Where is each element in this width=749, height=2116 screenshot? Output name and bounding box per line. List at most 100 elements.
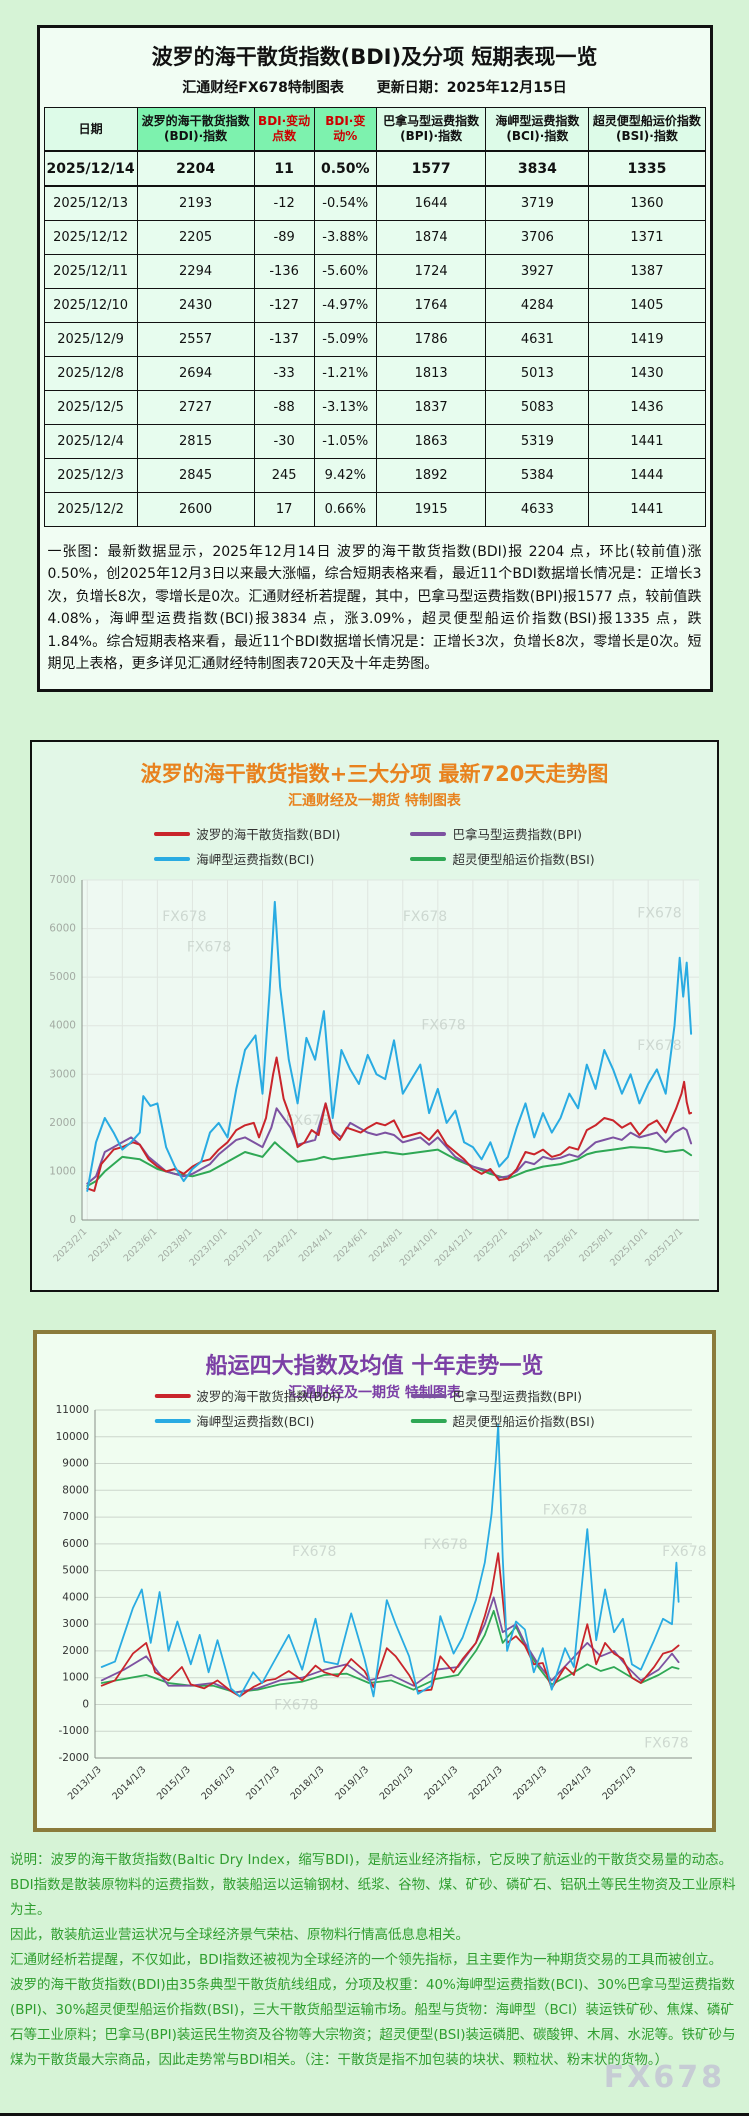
table-cell: -137: [253, 322, 315, 357]
column-header: BDI·变动%: [313, 107, 377, 152]
table-cell: 3927: [485, 254, 590, 289]
table-cell: 2025/12/9: [43, 322, 138, 357]
table-cell: -30: [253, 424, 315, 459]
svg-text:5000: 5000: [62, 1565, 89, 1577]
footer-line: 说明：波罗的海干散货指数(Baltic Dry Index，缩写BDI)，是航运…: [10, 1852, 733, 1869]
legend-line-icon: [154, 856, 191, 861]
x-tick-label: 2025/4/1: [507, 1227, 545, 1265]
table-row: 2025/12/2 2600 17 0.66% 1915 4633 1441: [43, 492, 706, 527]
svg-text:3000: 3000: [49, 1069, 76, 1081]
column-header: 海岬型运费指数(BCI)·指数: [485, 107, 590, 152]
x-tick-label: 2023/12/1: [222, 1227, 264, 1269]
table-cell: 0.50%: [313, 150, 377, 187]
footer-line: BDI指数是散装原物料的运费指数，散装船运以运输钢材、纸浆、谷物、煤、矿砂、磷矿…: [10, 1877, 736, 1919]
table-cell: 1813: [375, 356, 487, 391]
x-tick-label: 2025/2/1: [472, 1227, 510, 1265]
fx678-watermark: FX678: [603, 2059, 725, 2095]
table-cell: 9.42%: [313, 458, 377, 493]
chart-watermark: FX678: [637, 906, 681, 922]
short-term-panel: 波罗的海干散货指数(BDI)及分项 短期表现一览 汇通财经FX678特制图表 更…: [36, 25, 713, 693]
table-row: 2025/12/13 2193 -12 -0.54% 1644 3719 1360: [43, 185, 706, 221]
footer-line: 因此，散装航运业营运状况与全球经济景气荣枯、原物料行情高低息息相关。: [10, 1927, 469, 1944]
table-cell: 11: [253, 150, 315, 187]
page-subtitle: 汇通财经FX678特制图表 更新日期：2025年12月15日: [40, 75, 710, 107]
svg-text:4000: 4000: [62, 1592, 89, 1604]
x-tick-label: 2025/12/1: [643, 1227, 685, 1269]
legend-line-icon: [410, 1393, 447, 1398]
table-cell: 2727: [136, 390, 255, 425]
x-tick-label: 2024/1/3: [556, 1765, 594, 1803]
x-tick-label: 2023/2/1: [51, 1227, 89, 1265]
column-header: 超灵便型船运价指数(BSI)·指数: [588, 107, 706, 152]
page-title: 波罗的海干散货指数(BDI)及分项 短期表现一览: [151, 45, 598, 69]
svg-text:-1000: -1000: [58, 1726, 89, 1738]
svg-text:1000: 1000: [62, 1672, 89, 1684]
chart-720d: 0 1000 2000 3000 4000 5000 6000 7000 2023/2/1 202…: [32, 870, 717, 1286]
chart-watermark: FX678: [274, 1698, 318, 1714]
table-cell: 3834: [485, 150, 590, 187]
table-cell: -1.05%: [313, 424, 377, 459]
table-cell: -3.88%: [313, 220, 377, 255]
table-cell: -3.13%: [313, 390, 377, 425]
table-cell: 3719: [485, 185, 590, 221]
chart-watermark: FX678: [187, 940, 231, 956]
table-cell: 2025/12/14: [43, 150, 138, 187]
column-header: 巴拿马型运费指数(BPI)·指数: [375, 107, 487, 152]
x-tick-label: 2020/1/3: [378, 1765, 416, 1803]
chart-720d-panel: 波罗的海干散货指数+三大分项 最新720天走势图 汇通财经及一期货 特制图表 波…: [30, 740, 719, 1293]
chart-10y-title: 船运四大指数及均值 十年走势一览: [205, 1354, 544, 1380]
series-line: [86, 1102, 693, 1185]
x-tick-label: 2024/12/1: [433, 1227, 475, 1269]
svg-text:2000: 2000: [49, 1117, 76, 1129]
table-row: 2025/12/3 2845 245 9.42% 1892 5384 1444: [43, 458, 706, 493]
x-tick-label: 2016/1/3: [200, 1765, 238, 1803]
legend-label: 海岬型运费指数(BCI): [196, 1414, 315, 1430]
svg-text:4000: 4000: [49, 1020, 76, 1032]
table-cell: 5319: [485, 424, 590, 459]
table-cell: 0.66%: [313, 492, 377, 527]
brand-label: 汇通财经FX678特制图表: [182, 80, 344, 96]
legend-item: 超灵便型船运价指数(BSI): [410, 1411, 595, 1430]
legend-line-icon: [154, 831, 191, 836]
table-cell: 1837: [375, 390, 487, 425]
table-cell: 1371: [588, 220, 706, 255]
x-tick-label: 2025/1/3: [600, 1765, 638, 1803]
table-cell: 3706: [485, 220, 590, 255]
table-row: 2025/12/8 2694 -33 -1.21% 1813 5013 1430: [43, 356, 706, 391]
table-cell: 4284: [485, 288, 590, 323]
svg-text:-2000: -2000: [58, 1752, 89, 1764]
table-cell: 2845: [136, 458, 255, 493]
legend-item: 巴拿马型运费指数(BPI): [410, 824, 594, 843]
table-cell: 2193: [136, 185, 255, 221]
x-tick-label: 2023/6/1: [122, 1227, 160, 1265]
table-cell: 2025/12/10: [43, 288, 138, 323]
svg-text:7000: 7000: [49, 874, 76, 886]
legend-item: 波罗的海干散货指数(BDI): [154, 824, 340, 843]
legend-line-icon: [154, 1418, 191, 1423]
table-cell: 1430: [588, 356, 706, 391]
table-cell: -127: [253, 288, 315, 323]
chart-watermark: FX678: [162, 909, 206, 925]
table-header-row: 日期 波罗的海干散货指数(BDI)·指数 BDI·变动点数 BDI·变动% 巴拿马型运费…: [43, 107, 706, 152]
table-cell: 2430: [136, 288, 255, 323]
table-cell: 2025/12/2: [43, 492, 138, 527]
table-cell: 1441: [588, 424, 706, 459]
legend-label: 超灵便型船运价指数(BSI): [452, 852, 595, 868]
legend-line-icon: [410, 1418, 447, 1423]
x-tick-label: 2024/4/1: [297, 1227, 335, 1265]
table-cell: 1786: [375, 322, 487, 357]
column-header: 日期: [43, 107, 138, 152]
table-cell: 5384: [485, 458, 590, 493]
x-tick-label: 2021/1/3: [422, 1765, 460, 1803]
table-cell: 1441: [588, 492, 706, 527]
series-line: [86, 1141, 693, 1188]
svg-text:3000: 3000: [62, 1618, 89, 1630]
table-row: 2025/12/14 2204 11 0.50% 1577 3834 1335: [43, 150, 706, 187]
table-cell: 2294: [136, 254, 255, 289]
table-cell: 1892: [375, 458, 487, 493]
table-cell: -5.09%: [313, 322, 377, 357]
table-cell: 1764: [375, 288, 487, 323]
footer-line: 汇通财经析若提醒，不仅如此，BDI指数还被视为全球经济的一个领先指标，且主要作为…: [10, 1952, 723, 1969]
table-cell: 4631: [485, 322, 590, 357]
table-cell: -12: [253, 185, 315, 221]
